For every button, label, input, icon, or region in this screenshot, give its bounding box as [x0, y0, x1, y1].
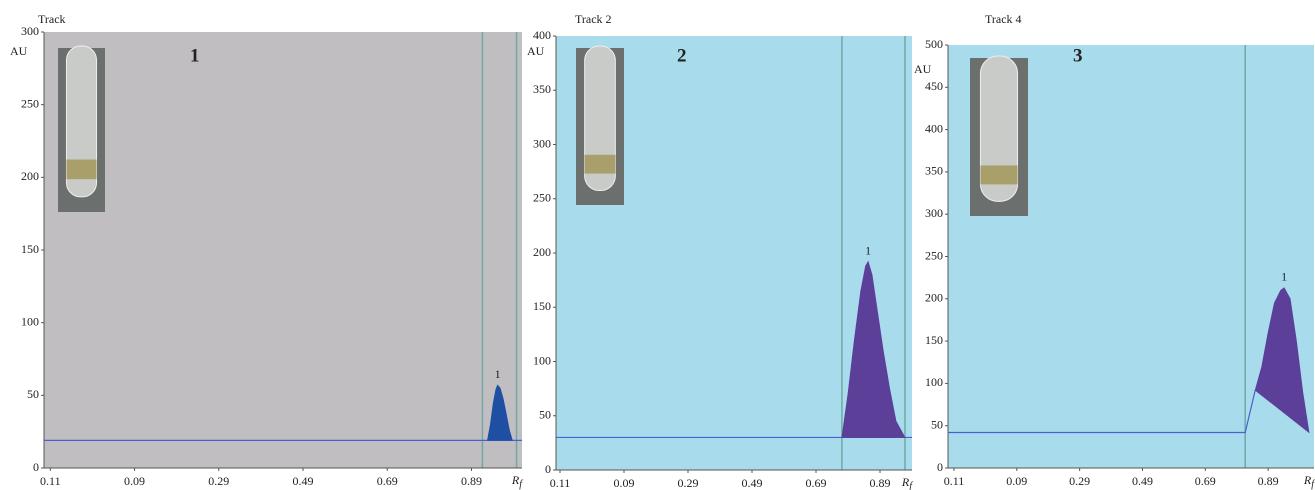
x-tick-label: 0.89	[870, 476, 891, 490]
peak-area	[1254, 287, 1310, 434]
y-tick-label: 150	[925, 333, 943, 347]
tube-liquid	[980, 165, 1018, 185]
x-tick-label: 0.11	[40, 474, 61, 488]
tube-liquid	[66, 159, 97, 180]
y-tick-label: 250	[21, 96, 39, 110]
x-tick-label: 0.11	[550, 476, 571, 490]
peak-label: 1	[865, 243, 871, 257]
x-axis-label-main: R	[511, 473, 520, 487]
peak-label: 1	[495, 367, 501, 381]
y-tick-label: 300	[533, 136, 551, 150]
y-tick-label: 0	[545, 462, 551, 476]
x-tick-label: 0.11	[944, 474, 965, 488]
panel-label: 3	[1073, 45, 1083, 66]
y-tick-label: 150	[533, 299, 551, 313]
x-tick-label: 0.69	[806, 476, 827, 490]
x-axis-label-main: R	[901, 475, 910, 489]
x-tick-label: 0.69	[1195, 474, 1216, 488]
x-tick-label: 0.09	[124, 474, 145, 488]
panel-label: 1	[190, 45, 200, 66]
y-tick-label: 50	[27, 387, 39, 401]
x-tick-label: 0.49	[293, 474, 314, 488]
x-axis-label: Rf	[511, 473, 523, 490]
tube-liquid	[584, 154, 616, 174]
panel-label: 2	[677, 45, 687, 66]
x-tick-label: 0.89	[1258, 474, 1279, 488]
y-axis-label: AU	[10, 44, 28, 58]
y-tick-label: 50	[539, 408, 551, 422]
x-axis-label-sub: f	[909, 481, 913, 490]
test-tube	[65, 45, 98, 198]
x-tick-label: 0.49	[742, 476, 763, 490]
y-tick-label: 100	[925, 375, 943, 389]
peak-area	[486, 384, 513, 441]
peak-area	[841, 260, 906, 438]
y-tick-label: 500	[925, 37, 943, 51]
y-tick-label: 350	[533, 82, 551, 96]
y-tick-label: 350	[925, 164, 943, 178]
y-axis-label: AU	[527, 44, 545, 58]
x-axis-label-sub: f	[1311, 479, 1315, 490]
y-tick-label: 300	[21, 24, 39, 38]
y-tick-label: 50	[931, 417, 943, 431]
y-tick-label: 0	[937, 460, 943, 474]
y-tick-label: 100	[533, 353, 551, 367]
y-tick-label: 200	[533, 245, 551, 259]
x-axis-label-sub: f	[519, 479, 523, 490]
y-tick-label: 400	[533, 28, 551, 42]
y-tick-label: 300	[925, 206, 943, 220]
x-tick-label: 0.29	[1069, 474, 1090, 488]
y-tick-label: 150	[21, 242, 39, 256]
x-tick-label: 0.09	[614, 476, 635, 490]
y-tick-label: 250	[533, 191, 551, 205]
panel-title: Track 4	[985, 12, 1022, 26]
x-tick-label: 0.69	[377, 474, 398, 488]
test-tube	[979, 55, 1019, 202]
plot-background	[44, 32, 522, 468]
baseline	[948, 390, 1256, 434]
y-tick-label: 450	[925, 79, 943, 93]
y-tick-label: 100	[21, 314, 39, 328]
test-tube	[584, 45, 616, 191]
x-tick-label: 0.89	[461, 474, 482, 488]
y-axis-label: AU	[914, 62, 932, 76]
x-tick-label: 0.09	[1006, 474, 1027, 488]
panel-title: Track	[38, 12, 66, 26]
x-axis-label-main: R	[1303, 473, 1312, 487]
panel-title: Track 2	[575, 12, 612, 26]
y-tick-label: 200	[21, 169, 39, 183]
x-tick-label: 0.29	[678, 476, 699, 490]
x-axis-label: Rf	[1303, 473, 1315, 490]
x-axis-label: Rf	[901, 475, 913, 490]
y-tick-label: 400	[925, 121, 943, 135]
x-tick-label: 0.29	[208, 474, 229, 488]
x-tick-label: 0.49	[1132, 474, 1153, 488]
y-tick-label: 0	[33, 460, 39, 474]
y-tick-label: 200	[925, 291, 943, 305]
y-tick-label: 250	[925, 248, 943, 262]
peak-label: 1	[1281, 270, 1287, 284]
